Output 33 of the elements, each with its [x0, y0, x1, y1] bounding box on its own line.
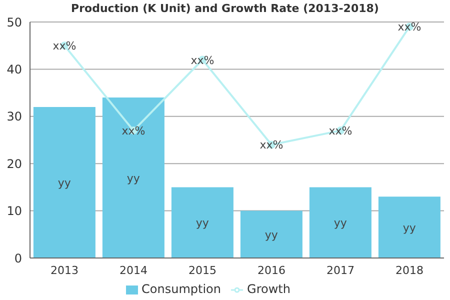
y-tick-label: 40 [6, 62, 22, 76]
legend-label: Growth [247, 282, 290, 296]
bar [33, 106, 96, 258]
data-label: yy [126, 172, 140, 185]
legend-label: Consumption [142, 282, 222, 296]
bar [171, 187, 234, 258]
y-tick-label: 0 [14, 251, 22, 266]
x-tick-label: 2016 [258, 264, 286, 277]
data-label: yy [264, 228, 278, 242]
x-tick-label: 2013 [50, 264, 78, 277]
bar [378, 196, 440, 258]
data-label: xx% [260, 138, 284, 152]
bar [309, 187, 372, 258]
data-label: yy [58, 176, 72, 190]
data-label: xx% [398, 20, 422, 34]
x-tick-label: 2015 [188, 264, 216, 277]
data-label: xx% [52, 40, 76, 53]
chart-title: Production (K Unit) and Growth Rate (2013-2018) [70, 2, 380, 15]
y-tick-label: 50 [6, 15, 22, 30]
data-label: xx% [328, 124, 352, 138]
data-label: xx% [190, 54, 214, 67]
x-tick-label: 2014 [120, 264, 148, 277]
y-tick-label: 20 [6, 156, 22, 171]
data-label: yy [402, 221, 416, 234]
bar [102, 98, 164, 258]
y-tick-label: 30 [6, 110, 22, 124]
bar [240, 210, 302, 258]
y-tick-label: 10 [6, 204, 22, 218]
data-label: yy [196, 216, 210, 230]
x-tick-label: 2017 [326, 264, 354, 277]
x-tick-label: 2018 [396, 264, 424, 277]
data-label: xx% [122, 124, 146, 138]
data-label: yy [334, 216, 348, 230]
